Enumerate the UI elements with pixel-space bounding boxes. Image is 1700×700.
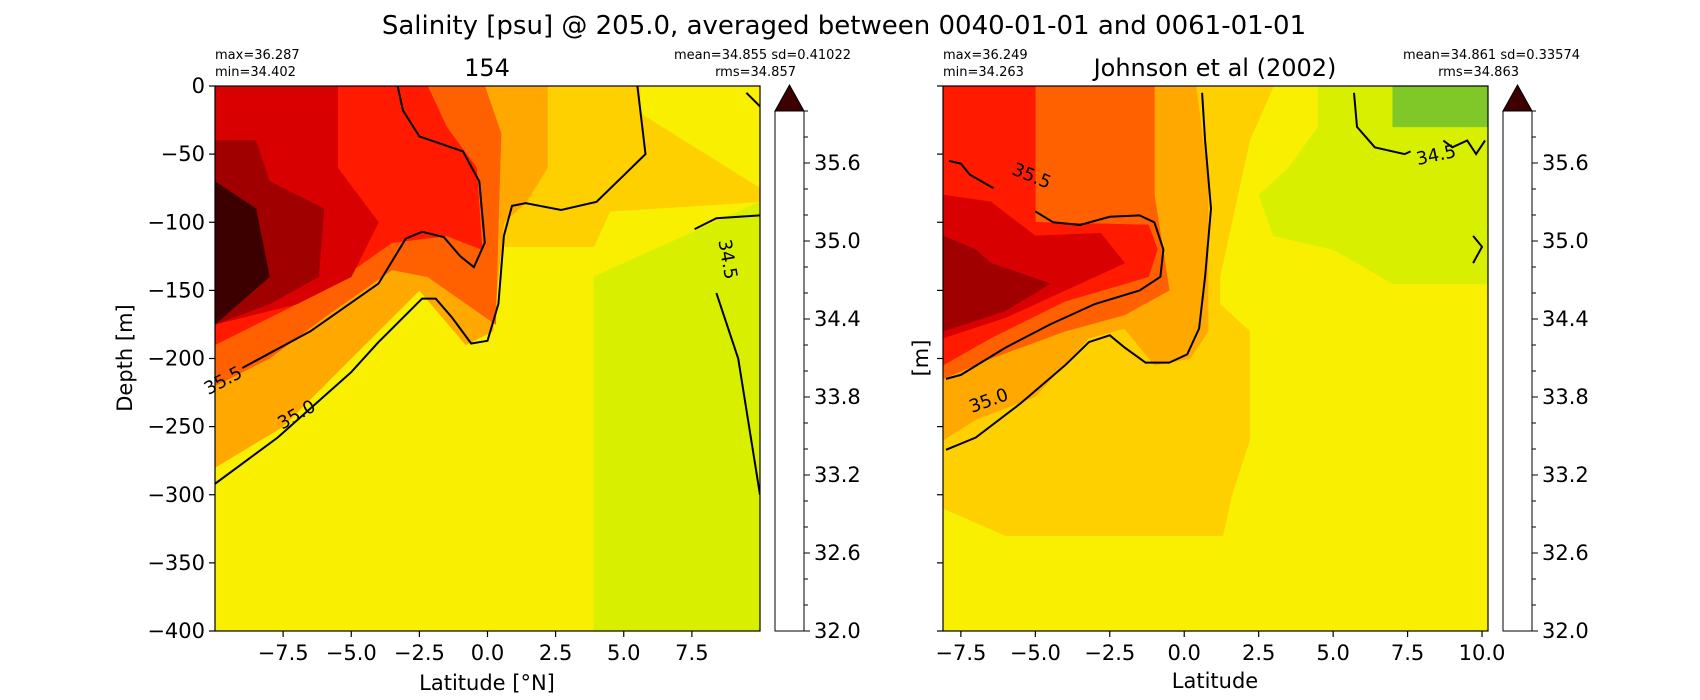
y-tick-label: −200 — [147, 347, 205, 371]
y-axis-label-left: Depth [m] — [113, 304, 137, 411]
colorbar-tick-label: 35.0 — [814, 229, 861, 253]
y-tick-label: −50 — [161, 142, 205, 166]
y-tick-label: −150 — [147, 278, 205, 302]
stats-mean-left: mean=34.855 sd=0.41022 — [674, 48, 851, 63]
colorbar-tick-label: 32.6 — [814, 541, 861, 565]
contour-line-35 — [945, 92, 1213, 451]
x-tick-label: 0.0 — [1168, 641, 1201, 665]
y-tick-label: −350 — [147, 551, 205, 575]
stats-max-left: max=36.287 — [215, 48, 300, 63]
x-tick-label: 2.5 — [1242, 641, 1275, 665]
colorbar-frame — [774, 110, 805, 632]
panel-right: 35.535.034.5 −7.5 −5.0 −2.5 0.0 2.5 5.0 7.5 10.… — [909, 48, 1589, 693]
colorbar-tick-label: 35.6 — [814, 151, 861, 175]
colorbar-frame — [1502, 110, 1533, 632]
colorbar-tick-label: 32.6 — [1542, 541, 1589, 565]
contour-line-35-5 — [945, 210, 1165, 380]
stats-min-left: min=34.402 — [215, 65, 296, 80]
x-tick-label: −5.0 — [326, 641, 377, 665]
x-tick-label: 5.0 — [1316, 641, 1349, 665]
stats-rms-right: rms=34.863 — [1438, 65, 1519, 80]
stats-rms-left: rms=34.857 — [715, 65, 796, 80]
colorbar-right: 32.0 32.6 33.2 33.8 34.4 35.0 35.6 — [1502, 83, 1589, 643]
y-tick-label: −300 — [147, 483, 205, 507]
panel-left: 35.535.034.5 −7.5 −5.0 −2.5 0.0 2.5 5.0 7.50−5… — [113, 48, 861, 695]
panel-title-right: Johnson et al (2002) — [1092, 54, 1337, 82]
x-tick-label: −5.0 — [1010, 641, 1061, 665]
x-axis-label-right: Latitude — [1172, 669, 1258, 693]
x-tick-label: −7.5 — [935, 641, 986, 665]
colorbar-tick-label: 33.2 — [1542, 463, 1589, 487]
panel-title-left: 154 — [464, 54, 510, 82]
x-tick-label: 10.0 — [1459, 641, 1506, 665]
colorbar-tick-label: 32.0 — [814, 619, 861, 643]
x-tick-label: 7.5 — [675, 641, 708, 665]
heatmap-right — [943, 86, 1488, 631]
x-tick-label: 0.0 — [471, 641, 504, 665]
colorbar-tick-label: 33.8 — [814, 385, 861, 409]
contour-line-34-5 — [1442, 139, 1486, 156]
salinity-region-2 — [1392, 86, 1488, 128]
contour-line-34-5 — [694, 214, 760, 230]
stats-max-right: max=36.249 — [943, 48, 1028, 63]
colorbar-tick-label: 32.0 — [1542, 619, 1589, 643]
y-tick-label: −400 — [147, 619, 205, 643]
colorbar-left: 32.0 32.6 33.2 33.8 34.4 35.0 35.6 — [774, 83, 861, 643]
x-tick-label: 7.5 — [1391, 641, 1424, 665]
colorbar-tick-label: 33.8 — [1542, 385, 1589, 409]
colorbar-extend-arrow — [1502, 83, 1533, 112]
contour-line-35 — [215, 86, 647, 485]
heatmap-left — [215, 86, 760, 631]
x-tick-label: 2.5 — [539, 641, 572, 665]
x-tick-label: −2.5 — [394, 641, 445, 665]
contour-line-35-5 — [948, 159, 995, 190]
colorbar-tick-label: 34.4 — [814, 307, 861, 331]
x-tick-label: −7.5 — [258, 641, 309, 665]
y-tick-label: −250 — [147, 415, 205, 439]
salinity-region-8 — [215, 181, 270, 325]
y-tick-label: 0 — [192, 74, 205, 98]
y-axis-label-right: [m] — [909, 340, 933, 377]
contour-line-35-5 — [241, 86, 486, 369]
colorbar-extend-arrow — [774, 83, 805, 112]
x-tick-label: 5.0 — [607, 641, 640, 665]
stats-mean-right: mean=34.861 sd=0.33574 — [1403, 48, 1580, 63]
y-tick-label: −100 — [147, 210, 205, 234]
figure-title: Salinity [psu] @ 205.0, averaged between… — [382, 11, 1306, 41]
salinity-region-1 — [1258, 86, 1488, 284]
colorbar-tick-label: 33.2 — [814, 463, 861, 487]
colorbar-tick-label: 35.6 — [1542, 151, 1589, 175]
contour-line-34-5 — [1353, 92, 1412, 156]
x-axis-label-left: Latitude [°N] — [419, 671, 555, 695]
salinity-region-1 — [593, 201, 760, 631]
colorbar-tick-label: 34.4 — [1542, 307, 1589, 331]
contour-line-34-5 — [1472, 235, 1484, 264]
colorbar-tick-label: 35.0 — [1542, 229, 1589, 253]
x-tick-label: −2.5 — [1084, 641, 1135, 665]
contour-line-34-5 — [745, 92, 760, 108]
salinity-region-8 — [943, 235, 1051, 332]
contour-line-34-5 — [715, 292, 760, 495]
stats-min-right: min=34.263 — [943, 65, 1024, 80]
